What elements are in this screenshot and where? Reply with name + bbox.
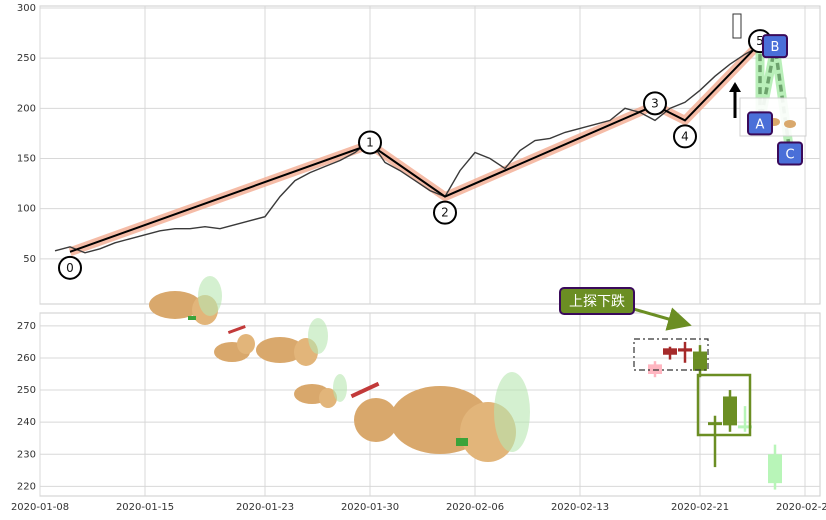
callout-box: [559, 287, 635, 315]
dog-sprite-2: [214, 325, 255, 362]
candle: [738, 406, 752, 432]
wave-marker-circle: [358, 130, 382, 155]
y-tick-label: 240: [17, 417, 36, 428]
wave-marker-label: 5: [756, 34, 764, 48]
abc-marker-box: [747, 111, 773, 136]
candle: [693, 345, 707, 378]
candle: [723, 390, 737, 432]
candle-body: [738, 425, 752, 429]
candle-body: [678, 348, 692, 352]
abc-marker-label: B: [771, 40, 780, 55]
wave-marker-circle: [673, 124, 697, 149]
wave-marker-label: 3: [651, 96, 659, 110]
x-tick-label: 2020-02-13: [551, 502, 609, 513]
bottom-panel: 220 230 240 250 260 270: [17, 276, 821, 497]
abc-marker-box: [762, 34, 788, 59]
price-line: [54, 45, 761, 254]
callout-text: 上探下跌: [569, 294, 625, 310]
candle: [648, 361, 662, 378]
x-tick-label: 2020-02-28: [776, 502, 826, 513]
y-tick-label: 250: [17, 385, 36, 396]
dog-sprite-5: [350, 381, 398, 442]
candle-body: [693, 351, 707, 371]
abc-marker-C: C: [777, 141, 803, 166]
wave-marker-circle: [58, 255, 82, 280]
y-tick-label: 100: [17, 204, 36, 215]
y-tick-label: 250: [17, 53, 36, 64]
wave-marker-0: 0: [58, 255, 82, 280]
candle: [678, 341, 692, 363]
dog-sprite-1: [149, 276, 222, 325]
abc-marker-A: A: [747, 111, 773, 136]
abc-marker-B: B: [762, 34, 788, 59]
x-tick-label: 2020-01-08: [11, 502, 69, 513]
abc-marker-label: A: [756, 117, 765, 132]
wave-marker-label: 2: [441, 206, 449, 220]
wave-marker-label: 4: [681, 129, 689, 143]
y-tick-label: 50: [23, 254, 36, 265]
up-arrow-head: [729, 82, 741, 92]
candle-body: [723, 396, 737, 426]
dog-sprite-4: [294, 374, 347, 408]
y-tick-label: 230: [17, 449, 36, 460]
candle-body: [648, 364, 662, 374]
dog-sprite-3: [256, 318, 328, 366]
wave-marker-3: 3: [643, 91, 667, 116]
candle-body: [663, 348, 677, 355]
bottom-y-axis: 220 230 240 250 260 270: [17, 321, 36, 493]
y-tick-label: 150: [17, 154, 36, 165]
wave-marker-circle: [643, 91, 667, 116]
x-tick-label: 2020-02-21: [671, 502, 729, 513]
wave-marker-1: 1: [358, 130, 382, 155]
top-grid: [39, 6, 820, 304]
x-tick-label: 2020-01-30: [341, 502, 399, 513]
top-y-axis: 50 100 150 200 250 300: [17, 3, 36, 265]
wave-markers: 0 1 2 3 4 5: [58, 29, 772, 280]
candle: [708, 415, 722, 468]
candle: [768, 444, 782, 490]
peak-marker-box: [732, 13, 742, 39]
dog-sprite-6: [390, 372, 530, 462]
y-tick-label: 200: [17, 103, 36, 114]
wave-marker-label: 1: [366, 135, 374, 149]
candle: [663, 346, 677, 360]
y-tick-label: 260: [17, 353, 36, 364]
dog-sprite-decoration: [149, 276, 530, 462]
x-axis: 2020-01-08 2020-01-15 2020-01-23 2020-01-30…: [11, 502, 826, 513]
candle-body: [768, 454, 782, 484]
top-panel-frame: [39, 5, 821, 305]
candles: [648, 341, 782, 490]
wave-marker-label: 0: [66, 261, 74, 275]
wave-marker-4: 4: [673, 124, 697, 149]
abc-marker-box: [777, 141, 803, 166]
pattern-box-dashed: [633, 338, 709, 371]
x-tick-label: 2020-02-06: [446, 502, 504, 513]
y-tick-label: 270: [17, 321, 36, 332]
callout: 上探下跌: [559, 287, 692, 331]
abc-markers: A B C: [747, 34, 803, 166]
y-tick-label: 300: [17, 3, 36, 14]
callout-arrow: [629, 306, 692, 331]
top-panel: 50 100 150 200 250 300 0 1 2 3 4 5 A B C: [17, 3, 821, 305]
y-tick-label: 220: [17, 481, 36, 492]
x-tick-label: 2020-01-15: [116, 502, 174, 513]
wave-marker-2: 2: [433, 200, 457, 225]
wave-line: [69, 42, 761, 253]
x-tick-label: 2020-01-23: [236, 502, 294, 513]
abc-marker-label: C: [785, 147, 794, 162]
candle-body: [708, 422, 722, 426]
wave-marker-circle: [433, 200, 457, 225]
pattern-box-solid: [696, 373, 752, 437]
